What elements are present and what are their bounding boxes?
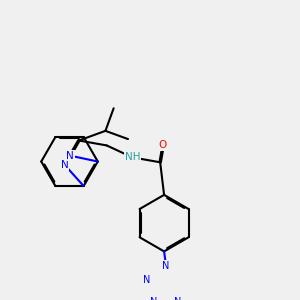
Text: N: N [143, 274, 150, 285]
Text: N: N [174, 297, 182, 300]
Text: N: N [162, 260, 170, 271]
Text: N: N [66, 151, 74, 161]
Text: O: O [158, 140, 167, 150]
Text: NH: NH [124, 152, 140, 162]
Text: N: N [61, 160, 69, 170]
Text: N: N [150, 297, 158, 300]
